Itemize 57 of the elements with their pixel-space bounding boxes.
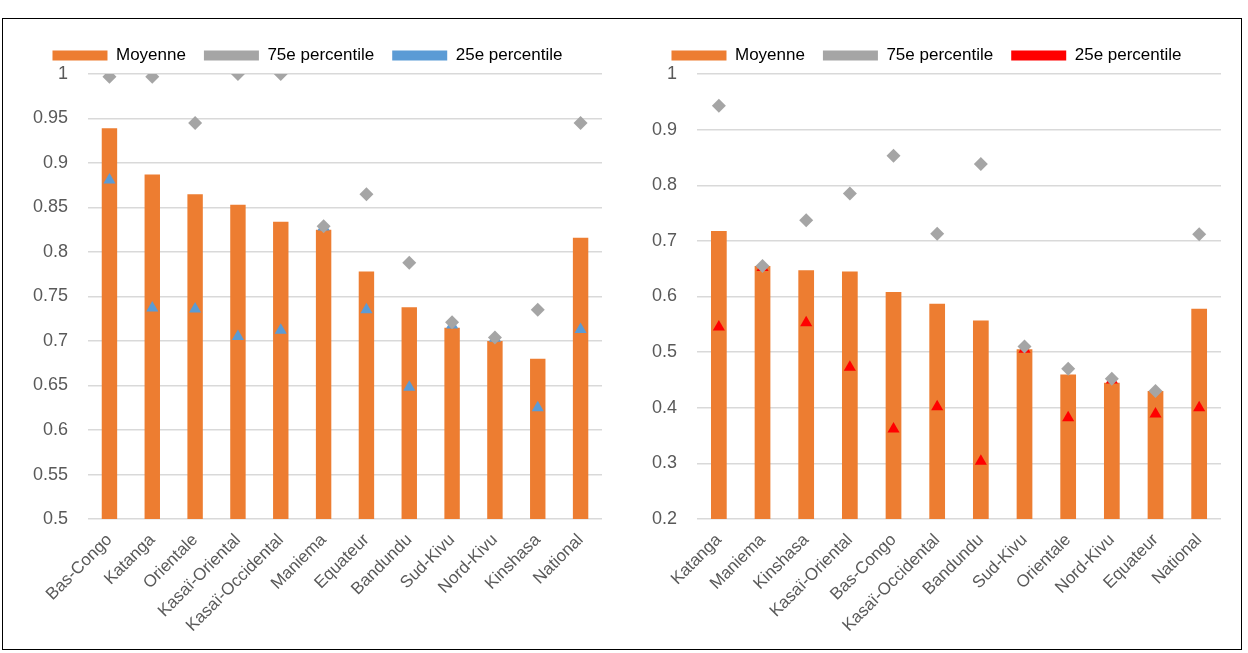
y-tick-label: 0.6	[651, 285, 678, 306]
point	[531, 400, 544, 412]
y-tick-label: 0.2	[651, 508, 678, 529]
y-tick-label: 0.9	[43, 151, 69, 172]
point	[1149, 406, 1162, 418]
point	[403, 380, 416, 391]
point	[189, 301, 202, 313]
point	[799, 213, 814, 228]
point	[930, 226, 945, 241]
point	[886, 148, 901, 163]
y-tick-label: 0.75	[32, 285, 69, 306]
legend-label: Moyenne	[734, 45, 805, 65]
y-tick-label: 0.7	[43, 329, 69, 350]
legend-label: Moyenne	[115, 45, 186, 65]
y-tick-label: 0.6	[43, 419, 69, 439]
point	[843, 360, 856, 371]
point	[711, 98, 726, 113]
y-tick-label: 0.8	[651, 174, 678, 195]
y-tick-label: 0.55	[32, 463, 69, 484]
point	[1148, 384, 1163, 399]
y-tick-label: 0.8	[43, 240, 69, 261]
legend-label: 25e percentile	[455, 45, 563, 65]
y-tick-label: 0.5	[651, 341, 678, 362]
point	[274, 323, 287, 334]
point	[1193, 400, 1206, 412]
point	[974, 454, 987, 465]
legend-label: 75e percentile	[886, 45, 994, 65]
y-tick-label: 0.9	[651, 118, 678, 139]
point	[1192, 227, 1207, 242]
y-tick-label: 0.7	[651, 229, 678, 250]
point	[360, 302, 373, 314]
y-tick-label: 0.5	[43, 508, 69, 529]
point	[712, 320, 725, 331]
point	[359, 187, 374, 202]
point	[931, 399, 944, 411]
point	[530, 302, 545, 317]
point	[1062, 410, 1075, 422]
y-tick-label: 1	[58, 62, 69, 83]
point	[800, 315, 813, 327]
legend-label: 75e percentile	[267, 45, 375, 65]
point	[188, 115, 203, 130]
y-tick-label: 0.4	[651, 396, 678, 417]
point	[573, 115, 588, 130]
y-tick-label: 0.85	[32, 196, 69, 217]
point	[231, 329, 244, 341]
y-tick-label: 0.3	[651, 452, 678, 473]
y-tick-label: 1	[667, 62, 678, 83]
point	[887, 421, 900, 433]
point	[146, 301, 159, 312]
legend-label: 25e percentile	[1074, 45, 1182, 65]
point	[842, 186, 857, 201]
point	[973, 157, 988, 172]
y-tick-label: 0.65	[32, 374, 69, 395]
point	[574, 322, 587, 333]
y-tick-label: 0.95	[32, 107, 69, 128]
point	[402, 255, 417, 270]
point	[1061, 361, 1076, 376]
